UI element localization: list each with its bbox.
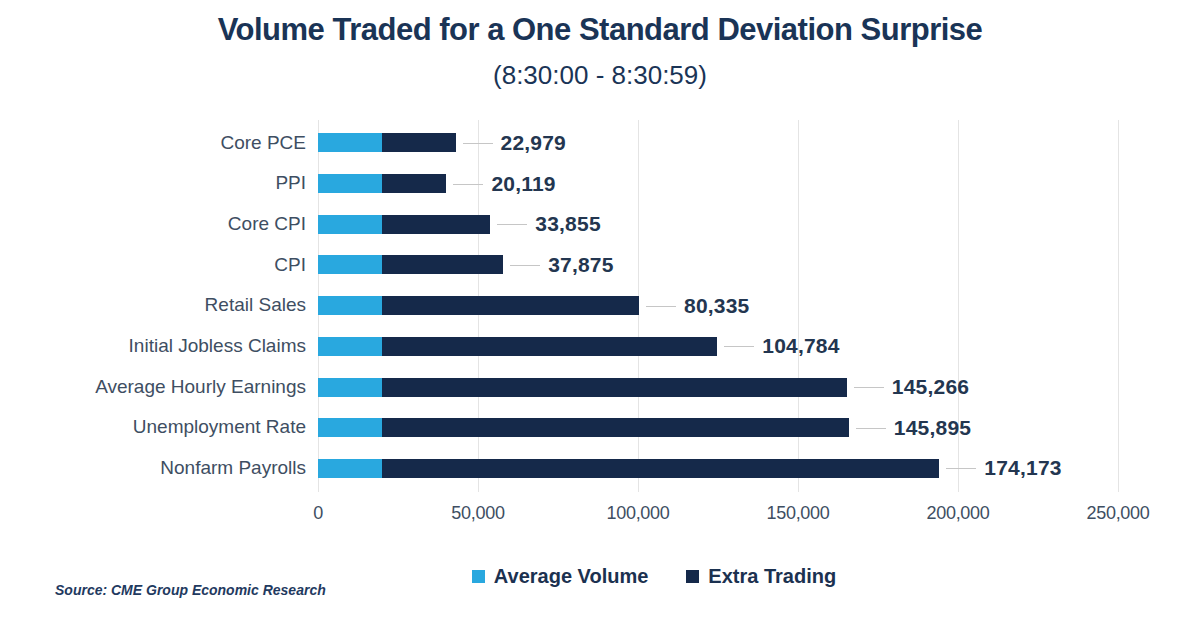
data-label: 20,119 [491, 172, 555, 196]
x-tick-label: 250,000 [1087, 503, 1150, 524]
leader-line [497, 224, 527, 225]
x-axis: 050,000100,000150,000200,000250,000 [318, 503, 1118, 529]
bar-row-cpi: 37,875 [318, 245, 1118, 286]
category-label-cpi: CPI [0, 245, 306, 286]
leader-line [646, 306, 676, 307]
bar-row-ppi: 20,119 [318, 163, 1118, 204]
category-label-core-pce: Core PCE [0, 123, 306, 164]
category-label-nonfarm-payrolls: Nonfarm Payrolls [0, 448, 306, 489]
data-label: 80,335 [684, 294, 749, 318]
x-tick-label: 200,000 [927, 503, 990, 524]
bar-segment-average-volume [318, 337, 382, 356]
bar-segment-extra-trading [382, 174, 446, 193]
bar-segment-average-volume [318, 133, 382, 152]
bar-row-retail-sales: 80,335 [318, 285, 1118, 326]
data-label: 37,875 [548, 253, 613, 277]
volume-traded-chart: Volume Traded for a One Standard Deviati… [0, 0, 1200, 627]
bar-segment-average-volume [318, 378, 382, 397]
bar-segment-extra-trading [382, 255, 503, 274]
bar-segment-extra-trading [382, 215, 490, 234]
legend-item-average-volume: Average Volume [472, 565, 649, 588]
category-label-core-cpi: Core CPI [0, 204, 306, 245]
category-label-unemployment-rate: Unemployment Rate [0, 407, 306, 448]
x-tick-label: 100,000 [607, 503, 670, 524]
bar-row-average-hourly-earnings: 145,266 [318, 367, 1118, 408]
legend-swatch-average-volume [472, 570, 485, 583]
bar-segment-average-volume [318, 174, 382, 193]
data-label: 174,173 [984, 456, 1061, 480]
bar-segment-extra-trading [382, 459, 939, 478]
data-label: 22,979 [501, 131, 566, 155]
bar-segment-average-volume [318, 255, 382, 274]
category-label-average-hourly-earnings: Average Hourly Earnings [0, 367, 306, 408]
legend-label: Average Volume [494, 565, 649, 588]
data-label: 33,855 [535, 212, 600, 236]
bar-row-unemployment-rate: 145,895 [318, 407, 1118, 448]
bar-row-core-pce: 22,979 [318, 123, 1118, 164]
bar-segment-extra-trading [382, 133, 456, 152]
leader-line [724, 346, 754, 347]
category-label-initial-jobless-claims: Initial Jobless Claims [0, 326, 306, 367]
leader-line [946, 468, 976, 469]
legend-label: Extra Trading [708, 565, 836, 588]
category-label-retail-sales: Retail Sales [0, 285, 306, 326]
bar-segment-extra-trading [382, 337, 717, 356]
chart-title: Volume Traded for a One Standard Deviati… [0, 12, 1200, 48]
bar-segment-average-volume [318, 459, 382, 478]
bar-segment-extra-trading [382, 418, 849, 437]
legend-item-extra-trading: Extra Trading [686, 565, 836, 588]
source-note: Source: CME Group Economic Research [55, 582, 326, 598]
bar-row-nonfarm-payrolls: 174,173 [318, 448, 1118, 489]
bar-segment-extra-trading [382, 296, 639, 315]
bar-row-core-cpi: 33,855 [318, 204, 1118, 245]
category-label-ppi: PPI [0, 163, 306, 204]
leader-line [854, 387, 884, 388]
x-tick-label: 150,000 [767, 503, 830, 524]
leader-line [453, 184, 483, 185]
bar-segment-average-volume [318, 296, 382, 315]
bar-segment-average-volume [318, 418, 382, 437]
plot-area: 22,979 20,119 33,855 37,875 80,335 104,784 145… [318, 120, 1118, 492]
x-tick-label: 0 [313, 503, 323, 524]
leader-line [510, 265, 540, 266]
bar-segment-average-volume [318, 215, 382, 234]
data-label: 104,784 [762, 334, 839, 358]
bar-segment-extra-trading [382, 378, 847, 397]
data-label: 145,895 [894, 416, 971, 440]
leader-line [463, 143, 493, 144]
leader-line [856, 428, 886, 429]
chart-subtitle: (8:30:00 - 8:30:59) [0, 60, 1200, 91]
data-label: 145,266 [892, 375, 969, 399]
category-axis: Core PCEPPICore CPICPIRetail SalesInitia… [0, 120, 306, 492]
bar-row-initial-jobless-claims: 104,784 [318, 326, 1118, 367]
x-tick-label: 50,000 [451, 503, 504, 524]
gridline-250000 [1118, 120, 1119, 492]
legend-swatch-extra-trading [686, 570, 699, 583]
